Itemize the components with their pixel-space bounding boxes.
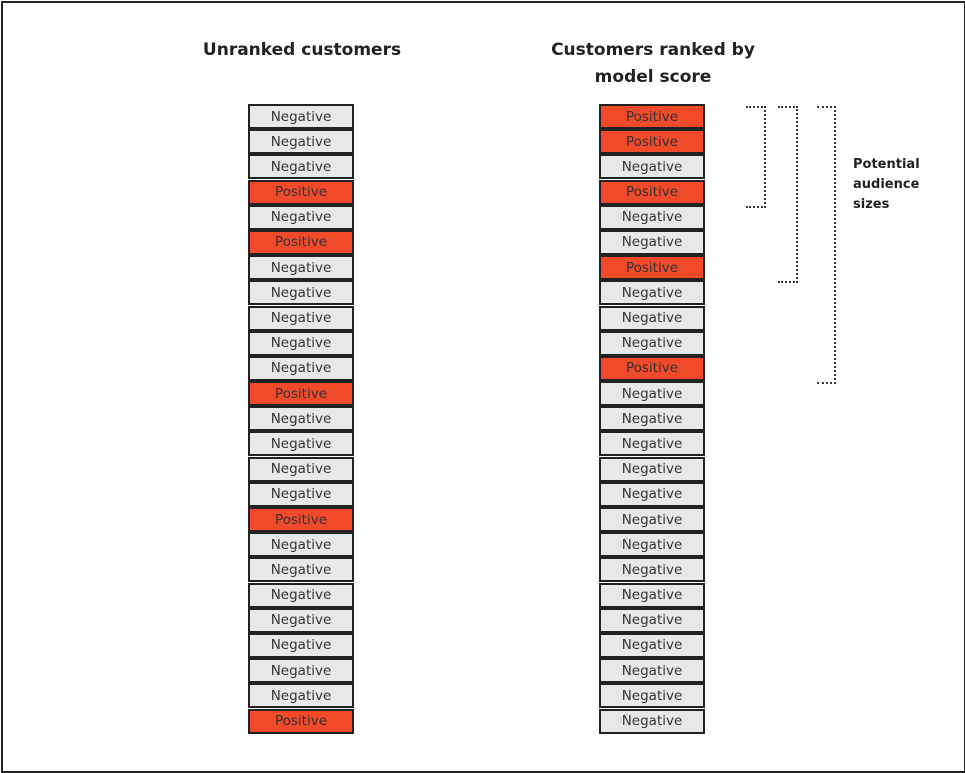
customer-cell: Positive [248,507,354,532]
customer-cell: Negative [248,683,354,709]
customer-cell: Negative [248,104,354,129]
customer-cell: Negative [248,406,354,432]
potential-audience-label: Potential audience sizes [853,157,920,212]
ranked-customer-list: Positive Positive Negative Positive Negative… [599,104,705,734]
customer-cell: Negative [599,658,705,684]
customer-cell: Negative [248,481,354,507]
customer-cell: Negative [248,658,354,684]
customer-cell: Negative [248,632,354,658]
customer-cell: Negative [599,406,705,432]
customer-cell: Negative [248,280,354,306]
customer-cell: Negative [599,683,705,709]
customer-cell: Negative [599,280,705,306]
customer-cell: Negative [599,708,705,734]
customer-cell: Negative [248,129,354,155]
customer-cell: Positive [599,179,705,205]
customer-cell: Negative [248,355,354,381]
customer-cell: Negative [599,481,705,507]
customer-cell: Negative [248,607,354,633]
customer-cell: Positive [599,255,705,281]
audience-bracket-small [746,106,766,208]
customer-cell: Negative [599,305,705,331]
customer-cell: Negative [599,632,705,658]
audience-bracket-large [817,106,836,384]
customer-cell: Positive [248,381,354,407]
customer-cell: Negative [248,330,354,356]
audience-bracket-medium [778,106,798,283]
customer-cell: Negative [248,255,354,281]
customer-cell: Positive [248,179,354,205]
customer-cell: Negative [248,305,354,331]
ranked-title: Customers ranked by model score [551,40,755,87]
customer-cell: Negative [248,204,354,230]
customer-cell: Negative [248,154,354,180]
customer-cell: Positive [599,355,705,381]
customer-cell: Negative [248,582,354,608]
customer-cell: Positive [599,104,705,129]
customer-cell: Negative [599,557,705,583]
customer-cell: Negative [599,381,705,407]
customer-cell: Positive [599,129,705,155]
customer-cell: Negative [248,557,354,583]
unranked-customer-list: Negative Negative Negative Positive Negative… [248,104,354,734]
customer-cell: Negative [248,431,354,457]
customer-cell: Negative [599,229,705,255]
customer-cell: Negative [599,607,705,633]
customer-cell: Negative [248,532,354,558]
customer-cell: Positive [248,229,354,255]
customer-cell: Negative [599,431,705,457]
customer-cell: Negative [599,507,705,532]
customer-cell: Negative [599,204,705,230]
customer-cell: Negative [599,582,705,608]
unranked-title: Unranked customers [202,40,402,60]
customer-cell: Positive [248,708,354,734]
customer-cell: Negative [599,154,705,180]
customer-cell: Negative [599,330,705,356]
customer-cell: Negative [248,456,354,482]
customer-cell: Negative [599,532,705,558]
customer-cell: Negative [599,456,705,482]
